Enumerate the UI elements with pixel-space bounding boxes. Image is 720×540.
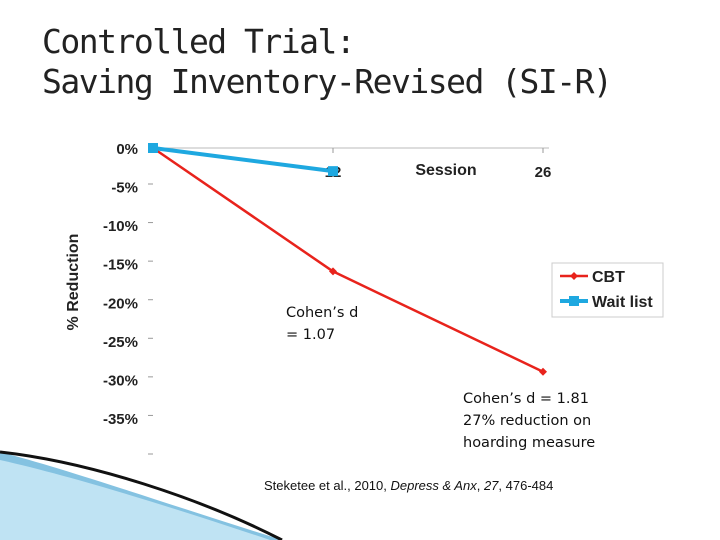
citation-authors: Steketee et al., 2010, bbox=[264, 478, 391, 493]
y-axis-title: % Reduction bbox=[65, 234, 82, 331]
legend-box bbox=[551, 262, 664, 318]
slide-title-line-1: Controlled Trial: bbox=[42, 22, 356, 61]
x-tick-label: 26 bbox=[535, 164, 552, 181]
legend: CBT Wait list bbox=[551, 262, 664, 318]
data-point-wait-list bbox=[148, 143, 158, 153]
y-tick-label: -30% bbox=[103, 372, 138, 389]
citation-pages: , 476-484 bbox=[498, 478, 554, 493]
data-point-cbt bbox=[329, 267, 337, 276]
y-tick-label: 0% bbox=[116, 141, 138, 158]
legend-marker-cbt bbox=[570, 272, 578, 280]
accent-swoosh-line bbox=[0, 450, 283, 540]
data-point-cbt bbox=[539, 367, 547, 376]
y-tick-label: -20% bbox=[103, 295, 138, 312]
citation-volume: 27 bbox=[483, 478, 499, 493]
slide-title-line-2: Saving Inventory-Revised (SI-R) bbox=[42, 62, 613, 101]
x-axis: 1226 bbox=[153, 147, 552, 181]
annotation-cohens-d-session-12: Cohen’s d = 1.07 bbox=[286, 305, 359, 343]
annotation-cohens-d-session-26: Cohen’s d = 1.81 27% reduction on hoardi… bbox=[463, 391, 596, 451]
accent-swoosh bbox=[0, 450, 283, 540]
data-point-wait-list bbox=[328, 166, 338, 177]
citation-journal: Depress & Anx bbox=[390, 478, 477, 493]
citation: Steketee et al., 2010, Depress & Anx, 27… bbox=[264, 478, 553, 493]
accent-swoosh-light bbox=[0, 460, 270, 540]
y-tick-label: -25% bbox=[103, 334, 138, 351]
legend-marker-wait-list bbox=[569, 296, 579, 306]
y-axis: 0% -5% -10% -15% -20% -25% -30% -35% bbox=[103, 141, 153, 455]
y-tick-label: -35% bbox=[103, 411, 138, 428]
y-tick-label: -5% bbox=[111, 180, 138, 197]
series-line-wait-list bbox=[152, 146, 334, 174]
y-tick-label: -15% bbox=[103, 257, 138, 274]
slide-title: Controlled Trial: Saving Inventory-Revis… bbox=[42, 22, 613, 102]
y-tick-label: -10% bbox=[103, 218, 138, 235]
legend-label: CBT bbox=[592, 269, 625, 286]
citation-separator: , bbox=[476, 478, 484, 493]
series-layer bbox=[148, 143, 547, 376]
legend-label: Wait list bbox=[592, 294, 653, 311]
x-axis-title: Session bbox=[415, 162, 476, 179]
